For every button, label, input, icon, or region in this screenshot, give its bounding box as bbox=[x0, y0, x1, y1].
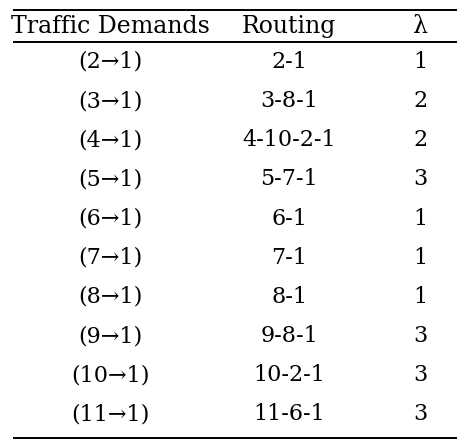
Text: (10→1): (10→1) bbox=[71, 364, 150, 386]
Text: 8-1: 8-1 bbox=[271, 286, 307, 308]
Text: (9→1): (9→1) bbox=[78, 325, 142, 347]
Text: (6→1): (6→1) bbox=[78, 207, 142, 230]
Text: (8→1): (8→1) bbox=[78, 286, 142, 308]
Text: 5-7-1: 5-7-1 bbox=[260, 169, 318, 190]
Text: (7→1): (7→1) bbox=[78, 247, 142, 269]
Text: (3→1): (3→1) bbox=[78, 90, 142, 112]
Text: 2: 2 bbox=[414, 90, 428, 112]
Text: 9-8-1: 9-8-1 bbox=[260, 325, 318, 347]
Text: Routing: Routing bbox=[242, 15, 336, 37]
Text: 3: 3 bbox=[414, 364, 428, 386]
Text: λ: λ bbox=[413, 15, 428, 37]
Text: Traffic Demands: Traffic Demands bbox=[11, 15, 210, 37]
Text: 7-1: 7-1 bbox=[271, 247, 307, 269]
Text: 1: 1 bbox=[414, 51, 428, 73]
Text: 1: 1 bbox=[414, 286, 428, 308]
Text: 4-10-2-1: 4-10-2-1 bbox=[242, 129, 336, 151]
Text: 3: 3 bbox=[414, 169, 428, 190]
Text: 2: 2 bbox=[414, 129, 428, 151]
Text: 11-6-1: 11-6-1 bbox=[253, 403, 325, 425]
Text: (5→1): (5→1) bbox=[78, 169, 142, 190]
Text: (11→1): (11→1) bbox=[71, 403, 149, 425]
Text: 10-2-1: 10-2-1 bbox=[253, 364, 325, 386]
Text: 3-8-1: 3-8-1 bbox=[260, 90, 318, 112]
Text: (2→1): (2→1) bbox=[78, 51, 142, 73]
Text: (4→1): (4→1) bbox=[78, 129, 142, 151]
Text: 2-1: 2-1 bbox=[271, 51, 307, 73]
Text: 1: 1 bbox=[414, 247, 428, 269]
Text: 3: 3 bbox=[414, 403, 428, 425]
Text: 6-1: 6-1 bbox=[271, 207, 307, 230]
Text: 3: 3 bbox=[414, 325, 428, 347]
Text: 1: 1 bbox=[414, 207, 428, 230]
